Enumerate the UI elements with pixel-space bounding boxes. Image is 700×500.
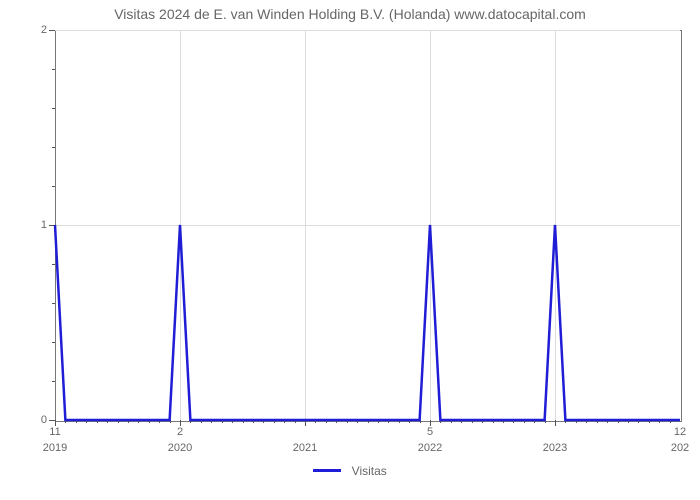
value-label: 2 <box>177 426 183 438</box>
series-line <box>0 0 700 500</box>
value-label: 12 <box>674 426 686 438</box>
value-label: 11 <box>49 426 60 438</box>
value-label: 5 <box>427 426 433 438</box>
